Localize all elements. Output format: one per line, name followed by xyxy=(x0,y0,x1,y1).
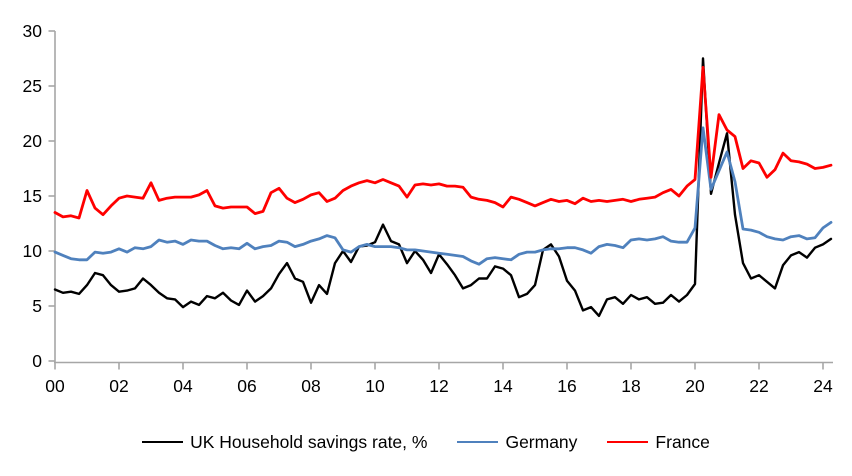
x-tick-label: 08 xyxy=(301,376,320,396)
y-tick-label: 30 xyxy=(23,21,43,41)
legend-item-france: France xyxy=(607,431,710,453)
series-line-germany xyxy=(53,126,833,266)
x-tick-label: 10 xyxy=(365,376,385,396)
x-tick-label: 22 xyxy=(749,376,768,396)
x-tick-label: 14 xyxy=(493,376,513,396)
legend-line-germany xyxy=(457,440,499,444)
y-tick-label: 15 xyxy=(23,186,42,206)
legend-item-germany: Germany xyxy=(457,432,577,453)
series-line-france xyxy=(53,65,833,220)
x-tick-label: 20 xyxy=(685,376,705,396)
x-tick-label: 16 xyxy=(557,376,576,396)
legend-line-france xyxy=(607,440,649,444)
x-tick-label: 06 xyxy=(237,376,256,396)
legend-label-uk: UK Household savings rate, % xyxy=(190,431,428,452)
y-tick-label: 5 xyxy=(32,296,42,316)
x-tick-label: 18 xyxy=(621,376,640,396)
legend-item-uk: UK Household savings rate, % xyxy=(142,432,427,453)
chart-legend: UK Household savings rate, % Germany Fra… xyxy=(0,426,852,458)
x-tick-label: 02 xyxy=(109,376,128,396)
x-tick-label: 00 xyxy=(45,376,65,396)
legend-label-france: France xyxy=(655,431,710,452)
legend-line-uk xyxy=(142,440,184,444)
x-tick-label: 24 xyxy=(813,376,833,396)
y-tick-label: 20 xyxy=(23,131,43,151)
y-tick-label: 10 xyxy=(23,241,43,261)
x-tick-label: 12 xyxy=(429,376,448,396)
y-tick-label: 0 xyxy=(32,351,42,371)
x-tick-label: 04 xyxy=(173,376,193,396)
y-tick-label: 25 xyxy=(23,76,42,96)
legend-label-germany: Germany xyxy=(505,431,578,452)
series-line-uk xyxy=(53,57,833,318)
